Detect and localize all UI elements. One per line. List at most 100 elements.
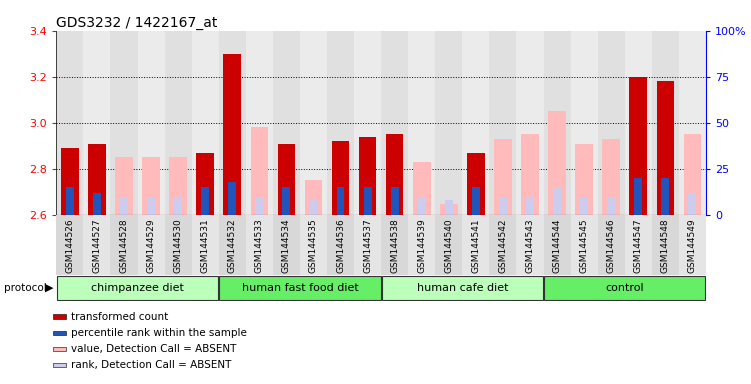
Bar <box>309 200 318 215</box>
Bar <box>635 178 642 215</box>
Bar <box>192 31 219 215</box>
Bar <box>625 215 652 275</box>
Bar <box>169 157 187 215</box>
Bar <box>409 31 436 215</box>
Bar <box>282 187 291 215</box>
Bar <box>192 215 219 275</box>
Bar <box>219 31 246 215</box>
Bar <box>598 31 625 215</box>
Bar <box>571 31 598 215</box>
Bar <box>472 187 480 215</box>
Text: human fast food diet: human fast food diet <box>242 283 358 293</box>
Bar <box>445 200 453 215</box>
Text: GSM144547: GSM144547 <box>634 218 643 273</box>
Bar <box>137 31 164 215</box>
Bar <box>201 187 210 215</box>
FancyBboxPatch shape <box>57 276 219 300</box>
Bar <box>689 193 696 215</box>
Bar <box>391 187 399 215</box>
Bar <box>517 31 544 215</box>
Bar <box>608 197 615 215</box>
Bar <box>83 31 110 215</box>
Bar <box>142 157 160 215</box>
Text: GSM144540: GSM144540 <box>445 218 454 273</box>
Bar <box>300 31 327 215</box>
Bar <box>137 215 164 275</box>
Bar <box>467 153 484 215</box>
Bar <box>413 162 430 215</box>
Bar <box>602 139 620 215</box>
Bar <box>56 215 83 275</box>
Text: value, Detection Call = ABSENT: value, Detection Call = ABSENT <box>71 344 237 354</box>
FancyBboxPatch shape <box>382 276 543 300</box>
Bar <box>436 215 463 275</box>
Bar <box>409 215 436 275</box>
Text: GSM144531: GSM144531 <box>201 218 210 273</box>
Text: GSM144528: GSM144528 <box>119 218 128 273</box>
Bar <box>494 139 511 215</box>
Text: GSM144538: GSM144538 <box>391 218 400 273</box>
Bar <box>224 54 241 215</box>
Text: rank, Detection Call = ABSENT: rank, Detection Call = ABSENT <box>71 360 232 370</box>
Text: GSM144537: GSM144537 <box>363 218 372 273</box>
Bar <box>544 215 571 275</box>
Text: GSM144529: GSM144529 <box>146 218 155 273</box>
Text: protocol: protocol <box>4 283 47 293</box>
Bar <box>521 134 538 215</box>
Bar <box>197 153 214 215</box>
Bar <box>381 31 409 215</box>
Text: GSM144526: GSM144526 <box>65 218 74 273</box>
Text: chimpanzee diet: chimpanzee diet <box>91 283 184 293</box>
Bar <box>359 137 376 215</box>
Bar <box>305 180 322 215</box>
Text: GSM144534: GSM144534 <box>282 218 291 273</box>
Text: GSM144549: GSM144549 <box>688 218 697 273</box>
Bar <box>463 31 490 215</box>
Text: transformed count: transformed count <box>71 312 168 322</box>
Bar <box>381 215 409 275</box>
Bar <box>83 215 110 275</box>
Bar <box>544 31 571 215</box>
Text: human cafe diet: human cafe diet <box>417 283 508 293</box>
Text: GSM144548: GSM144548 <box>661 218 670 273</box>
Text: control: control <box>605 283 644 293</box>
FancyBboxPatch shape <box>544 276 705 300</box>
Bar <box>228 182 237 215</box>
Bar <box>354 31 381 215</box>
Bar <box>66 187 74 215</box>
Text: GSM144543: GSM144543 <box>526 218 535 273</box>
Bar <box>656 81 674 215</box>
Bar <box>120 197 128 215</box>
Bar <box>652 31 679 215</box>
Text: GSM144536: GSM144536 <box>336 218 345 273</box>
Text: GSM144527: GSM144527 <box>92 218 101 273</box>
Bar <box>255 197 264 215</box>
Bar <box>246 31 273 215</box>
Bar <box>278 144 295 215</box>
Text: GSM144542: GSM144542 <box>499 218 508 273</box>
Bar <box>499 197 507 215</box>
Bar <box>683 134 701 215</box>
Bar <box>463 215 490 275</box>
Text: GSM144546: GSM144546 <box>607 218 616 273</box>
Bar <box>571 215 598 275</box>
Bar <box>581 197 588 215</box>
Text: GSM144539: GSM144539 <box>418 218 427 273</box>
Bar <box>490 31 517 215</box>
Bar <box>490 215 517 275</box>
Bar <box>56 31 83 215</box>
Bar <box>246 215 273 275</box>
Bar <box>629 77 647 215</box>
Bar <box>251 127 268 215</box>
Bar <box>363 187 372 215</box>
Text: GSM144535: GSM144535 <box>309 218 318 273</box>
Text: ▶: ▶ <box>45 283 53 293</box>
Bar <box>598 215 625 275</box>
Bar <box>61 148 79 215</box>
Bar <box>164 215 192 275</box>
Bar <box>88 144 106 215</box>
Text: GSM144541: GSM144541 <box>472 218 481 273</box>
Bar <box>164 31 192 215</box>
Bar <box>300 215 327 275</box>
Bar <box>336 187 345 215</box>
